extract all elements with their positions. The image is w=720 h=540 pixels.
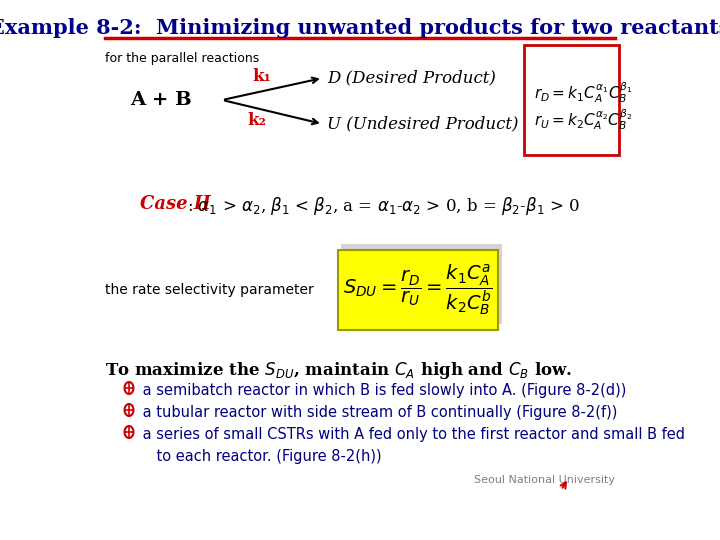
Text: U (Undesired Product): U (Undesired Product) xyxy=(327,116,518,132)
Text: the rate selectivity parameter: the rate selectivity parameter xyxy=(105,283,314,297)
Text: To maximize the $S_{DU}$, maintain $C_A$ high and $C_B$ low.: To maximize the $S_{DU}$, maintain $C_A$… xyxy=(105,360,572,381)
Text: k₂: k₂ xyxy=(248,112,266,129)
Text: $S_{DU} = \dfrac{r_D}{r_U} = \dfrac{k_1 C_A^a}{k_2 C_B^b}$: $S_{DU} = \dfrac{r_D}{r_U} = \dfrac{k_1 … xyxy=(343,262,492,318)
Text: $r_U = k_2 C_A^{\alpha_2} C_B^{\beta_2}$: $r_U = k_2 C_A^{\alpha_2} C_B^{\beta_2}$ xyxy=(534,107,633,132)
Text: Case II: Case II xyxy=(140,195,211,213)
Text: D (Desired Product): D (Desired Product) xyxy=(327,70,496,86)
Bar xyxy=(341,244,502,324)
Text: Example 8-2:  Minimizing unwanted products for two reactants: Example 8-2: Minimizing unwanted product… xyxy=(0,18,720,38)
Text: k₁: k₁ xyxy=(252,68,271,85)
Bar xyxy=(338,250,498,330)
Text: a series of small CSTRs with A fed only to the first reactor and small B fed: a series of small CSTRs with A fed only … xyxy=(138,427,685,442)
Text: for the parallel reactions: for the parallel reactions xyxy=(105,52,259,65)
Text: : $\alpha_1$ > $\alpha_2$, $\beta_1$ < $\beta_2$, a = $\alpha_1$-$\alpha_2$ > 0,: : $\alpha_1$ > $\alpha_2$, $\beta_1$ < $… xyxy=(187,195,580,217)
Text: to each reactor. (Figure 8-2(h)): to each reactor. (Figure 8-2(h)) xyxy=(138,449,382,464)
Text: Seoul National University: Seoul National University xyxy=(474,475,615,485)
Text: $r_D = k_1 C_A^{\alpha_1} C_B^{\beta_1}$: $r_D = k_1 C_A^{\alpha_1} C_B^{\beta_1}$ xyxy=(534,80,633,105)
Text: a tubular reactor with side stream of B continually (Figure 8-2(f)): a tubular reactor with side stream of B … xyxy=(138,405,617,420)
Bar xyxy=(524,45,619,155)
Text: A + B: A + B xyxy=(130,91,192,109)
Text: a semibatch reactor in which B is fed slowly into A. (Figure 8-2(d)): a semibatch reactor in which B is fed sl… xyxy=(138,383,626,398)
